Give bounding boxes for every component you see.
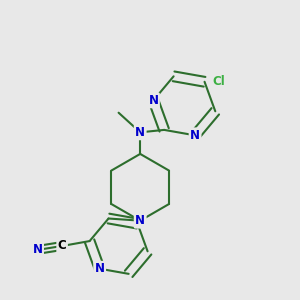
Text: N: N [135, 214, 145, 227]
Text: N: N [148, 94, 158, 107]
Text: N: N [190, 129, 200, 142]
Text: N: N [33, 243, 43, 256]
Text: N: N [135, 126, 145, 139]
Text: C: C [58, 239, 67, 253]
Text: Cl: Cl [212, 75, 225, 88]
Text: N: N [95, 262, 105, 275]
